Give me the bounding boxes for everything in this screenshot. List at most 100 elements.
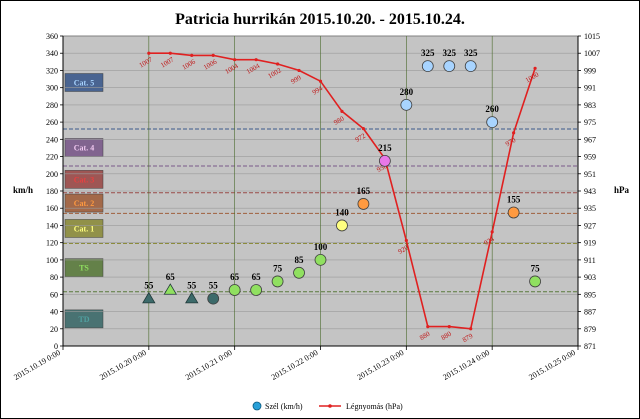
wind-label: 55	[187, 281, 197, 291]
y-left-tick-label: 320	[46, 66, 58, 75]
pressure-point	[469, 327, 473, 331]
pressure-point	[512, 131, 516, 135]
pressure-point	[490, 230, 494, 234]
wind-point-triangle	[163, 283, 177, 295]
pressure-point	[233, 58, 237, 62]
y-right-tick-label: 943	[584, 187, 596, 196]
legend-pressure-label: Légnyomás (hPa)	[346, 402, 403, 411]
category-label-cat-5: Cat. 5	[74, 79, 94, 88]
category-box-cat-1	[64, 219, 104, 238]
y-left-tick-label: 180	[46, 187, 58, 196]
wind-point	[507, 206, 520, 219]
wind-point	[271, 275, 284, 288]
wind-point	[250, 284, 263, 296]
y-right-tick-label: 1007	[584, 49, 600, 58]
pressure-point	[447, 325, 451, 329]
y-left-tick-label: 200	[46, 170, 58, 179]
wind-label: 65	[166, 272, 176, 282]
wind-point	[443, 60, 456, 73]
y-left-tick-label: 360	[46, 32, 58, 41]
wind-label: 65	[252, 272, 262, 282]
wind-point	[421, 60, 434, 73]
y-axis-right-label: hPa	[614, 185, 630, 195]
x-tick-label: 2015.10.25 0:00	[527, 348, 577, 382]
pressure-point	[254, 58, 258, 62]
pressure-point	[533, 66, 537, 70]
y-left-tick-label: 20	[50, 325, 58, 334]
y-right-tick-label: 991	[584, 84, 596, 93]
pressure-point	[297, 68, 301, 73]
y-right-tick-label: 895	[584, 290, 596, 299]
wind-point	[357, 198, 370, 210]
category-label-cat-3: Cat. 3	[74, 175, 94, 184]
x-tick-label: 2015.10.20 0:00	[98, 348, 148, 382]
y-right-tick-label: 879	[584, 325, 596, 334]
wind-point	[529, 275, 541, 288]
wind-label: 100	[314, 242, 328, 252]
y-left-tick-label: 80	[50, 273, 58, 282]
category-label-cat-2: Cat. 2	[74, 199, 94, 208]
wind-point	[314, 253, 327, 266]
y-right-tick-label: 919	[584, 239, 596, 248]
y-right-tick-label: 871	[584, 342, 596, 351]
category-box-td	[64, 309, 104, 329]
y-left-tick-label: 220	[46, 153, 58, 162]
wind-point	[464, 60, 477, 73]
wind-label: 325	[421, 48, 435, 58]
y-left-tick-label: 160	[46, 204, 58, 213]
y-right-tick-label: 983	[584, 101, 596, 110]
y-right-tick-label: 999	[584, 66, 596, 75]
wind-label: 325	[464, 48, 478, 58]
wind-point-triangle	[142, 291, 156, 304]
legend-wind-label: Szél (km/h)	[265, 402, 303, 411]
wind-label: 65	[230, 272, 240, 282]
legend-wind-marker	[252, 401, 262, 411]
y-left-tick-label: 280	[46, 101, 58, 110]
category-box-cat-5	[64, 73, 104, 92]
y-left-tick-label: 0	[54, 342, 58, 351]
pressure-point	[190, 53, 194, 57]
category-box-ts	[64, 258, 104, 277]
pressure-point	[168, 51, 172, 55]
wind-label: 260	[485, 104, 499, 114]
legend-pressure-marker	[328, 404, 332, 408]
category-box-cat-2	[64, 193, 104, 213]
wind-point	[400, 98, 413, 111]
y-right-tick-label: 903	[584, 273, 596, 282]
y-right-tick-label: 959	[584, 153, 596, 162]
y-left-tick-label: 120	[46, 239, 58, 248]
y-left-tick-label: 100	[46, 256, 58, 265]
x-tick-label: 2015.10.24 0:00	[441, 348, 491, 382]
wind-label: 75	[273, 263, 283, 273]
wind-label: 215	[378, 143, 392, 153]
pressure-point	[211, 53, 215, 57]
wind-point	[336, 219, 348, 232]
wind-label: 165	[357, 186, 371, 196]
x-tick-label: 2015.10.21 0:00	[184, 348, 234, 382]
pressure-point	[361, 126, 366, 131]
wind-point	[207, 292, 220, 305]
category-label-ts: TS	[79, 264, 89, 273]
pressure-point	[404, 238, 408, 243]
y-left-tick-label: 240	[46, 135, 58, 144]
chart-title: Patricia hurrikán 2015.10.20. - 2015.10.…	[175, 11, 465, 28]
y-right-tick-label: 975	[584, 118, 596, 127]
y-right-tick-label: 927	[584, 221, 596, 230]
category-label-cat-4: Cat. 4	[74, 144, 94, 153]
wind-series: 55 65 55 55 65 65 75 85 100 140 165 215 280 325 325 325…	[142, 48, 541, 305]
x-tick-label: 2015.10.22 0:00	[270, 348, 320, 382]
y-left-tick-label: 260	[46, 118, 58, 127]
wind-point	[486, 116, 499, 129]
wind-point	[293, 266, 305, 279]
y-right-tick-label: 967	[584, 135, 596, 144]
y-left-tick-label: 300	[46, 84, 58, 93]
wind-point	[378, 154, 391, 167]
pressure-point	[340, 109, 344, 113]
wind-label: 55	[209, 281, 219, 291]
wind-label: 155	[507, 195, 521, 205]
y-left-tick-label: 140	[46, 221, 58, 230]
pressure-point	[426, 325, 430, 329]
wind-label: 55	[144, 281, 154, 291]
